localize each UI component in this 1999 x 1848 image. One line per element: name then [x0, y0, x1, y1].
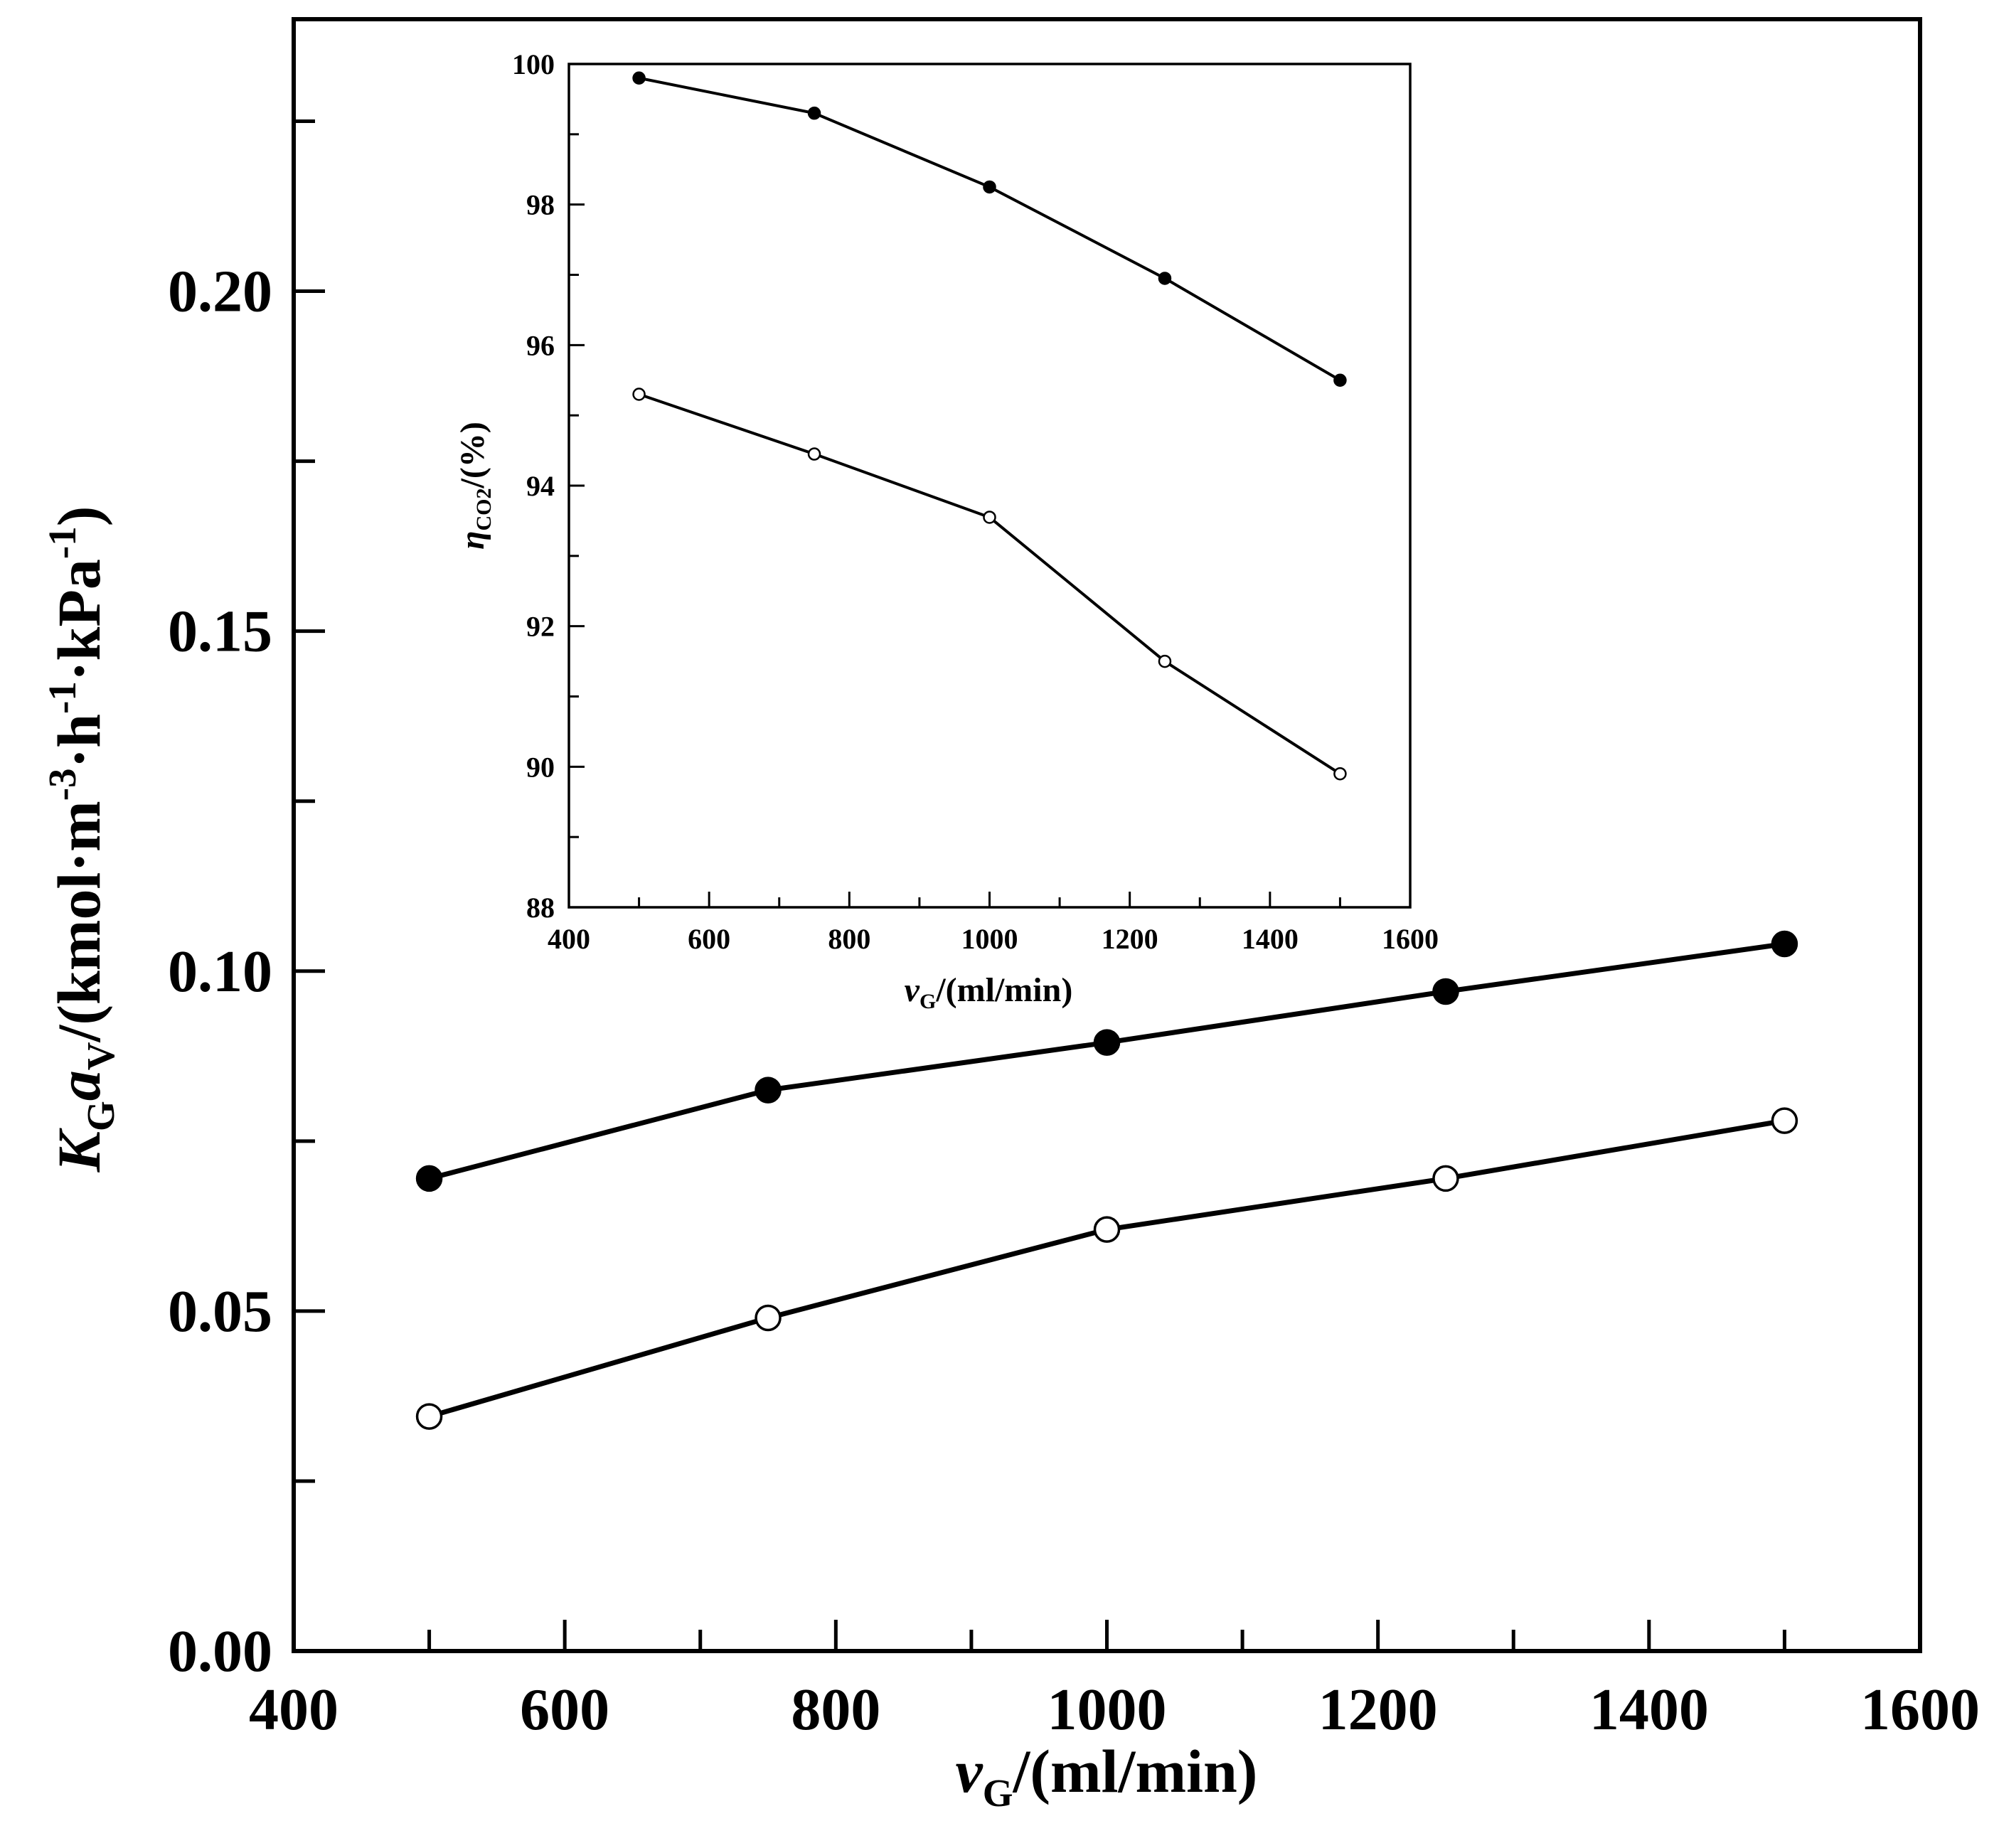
y-axis-unit-a: /(kmol·m — [45, 801, 113, 1042]
inset-data-point-open — [1158, 654, 1172, 668]
main-data-point-open — [415, 1403, 443, 1430]
main-data-point-filled — [1432, 978, 1459, 1005]
main-data-point-filled — [1093, 1029, 1121, 1056]
main-data-point-filled — [415, 1165, 443, 1192]
main-y-tick-label: 0.20 — [168, 259, 272, 325]
y-axis-superscript-b: -1 — [41, 681, 84, 714]
inset-data-point-filled — [1158, 272, 1172, 285]
inset-x-tick-label: 1200 — [1102, 923, 1158, 955]
inset-series-line-open — [638, 392, 1341, 775]
inset-x-tick-label: 400 — [548, 923, 590, 955]
main-data-point-open — [755, 1304, 782, 1332]
inset-y-tick-label: 96 — [526, 329, 555, 361]
y-axis-superscript-c: -1 — [41, 526, 84, 559]
y-axis-unit-c: ·kPa — [45, 559, 113, 681]
inset-series-line-filled — [639, 76, 1341, 382]
y-axis-var-k: K — [45, 1127, 113, 1173]
inset-x-tick-label: 1400 — [1242, 923, 1299, 955]
inset-data-point-filled — [632, 71, 646, 85]
main-data-point-open — [1093, 1216, 1121, 1243]
inset-data-point-filled — [807, 106, 821, 120]
inset-data-point-open — [632, 388, 646, 401]
inset-y-axis-subscript: CO2 — [472, 488, 496, 530]
inset-data-point-filled — [983, 180, 996, 194]
main-x-tick-label: 800 — [791, 1677, 880, 1743]
inset-y-axis-var: η — [454, 530, 491, 549]
main-y-tick-label: 0.15 — [168, 599, 272, 665]
inset-y-axis-unit: /(%) — [454, 422, 491, 488]
y-axis-subscript-v: V — [79, 1042, 122, 1070]
main-data-point-open — [1432, 1165, 1459, 1192]
inset-x-tick-label: 800 — [828, 923, 870, 955]
y-axis-superscript-a: -3 — [41, 768, 84, 801]
inset-data-point-filled — [1333, 373, 1347, 387]
inset-data-point-open — [983, 511, 996, 524]
inset-data-point-open — [1333, 767, 1347, 781]
inset-y-axis-title: ηCO2/(%) — [454, 422, 496, 550]
main-x-tick-label: 400 — [249, 1677, 339, 1743]
main-x-axis-title: vG/(ml/min) — [956, 1737, 1258, 1815]
x-axis-unit: /(ml/min) — [1012, 1737, 1257, 1805]
main-x-tick-label: 1200 — [1318, 1677, 1438, 1743]
main-x-tick-label: 1000 — [1048, 1677, 1167, 1743]
main-y-tick-label: 0.10 — [168, 939, 272, 1005]
inset-x-axis-subscript: G — [919, 990, 936, 1013]
x-axis-subscript: G — [983, 1771, 1013, 1815]
main-data-point-filled — [1771, 930, 1798, 958]
inset-x-tick-label: 1000 — [961, 923, 1018, 955]
main-series-line-filled — [428, 941, 1785, 1181]
y-axis-unit-d: ) — [45, 506, 113, 527]
main-plot-frame — [292, 17, 1922, 1653]
main-data-point-filled — [755, 1077, 782, 1104]
main-data-point-open — [1771, 1107, 1798, 1134]
y-axis-unit-b: ·h — [45, 714, 113, 769]
inset-data-point-open — [807, 447, 821, 461]
inset-y-tick-label: 92 — [526, 611, 555, 643]
main-y-axis-title: KGaV/(kmol·m-3·h-1·kPa-1) — [41, 506, 122, 1173]
main-chart: 400 600 800 1000 1200 1400 1600 0.00 0.05 0.10 0.1… — [41, 17, 1980, 1815]
inset-y-tick-label: 100 — [512, 48, 555, 80]
inset-y-tick-label: 98 — [526, 189, 555, 221]
inset-x-tick-label: 600 — [688, 923, 730, 955]
y-axis-var-a: a — [45, 1070, 113, 1101]
inset-y-tick-label: 88 — [526, 892, 555, 924]
main-series-line-open — [428, 1118, 1786, 1419]
y-axis-subscript-g: G — [79, 1101, 122, 1131]
inset-x-tick-label: 1600 — [1382, 923, 1439, 955]
main-x-tick-label: 600 — [520, 1677, 609, 1743]
inset-x-axis-title: vG/(ml/min) — [905, 971, 1073, 1013]
inset-y-tick-label: 90 — [526, 751, 555, 783]
inset-x-axis-unit: /(ml/min) — [935, 971, 1072, 1009]
inset-x-axis-var: v — [905, 971, 920, 1009]
inset-chart: 400 600 800 1000 1200 1400 1600 88 90 92 94 96 98 100… — [454, 48, 1439, 1013]
main-x-tick-label: 1400 — [1589, 1677, 1709, 1743]
main-x-tick-label: 1600 — [1860, 1677, 1980, 1743]
x-axis-var: v — [956, 1737, 983, 1805]
main-y-tick-label: 0.00 — [168, 1618, 272, 1684]
main-y-tick-label: 0.05 — [168, 1278, 272, 1345]
inset-y-tick-label: 94 — [526, 470, 555, 502]
